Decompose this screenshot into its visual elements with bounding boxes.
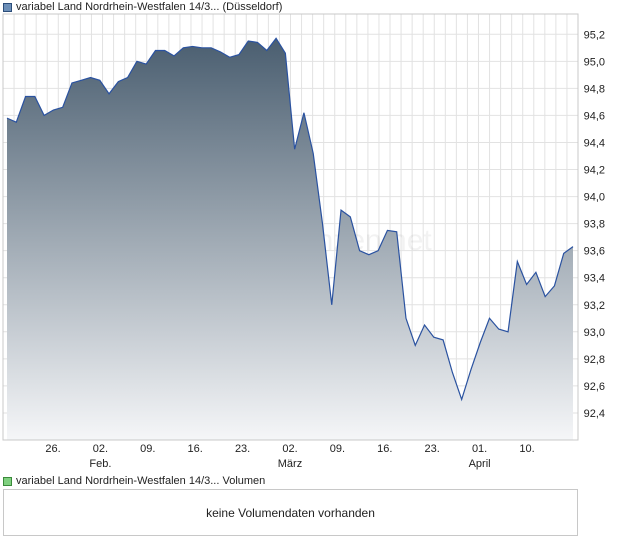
price-legend-swatch	[3, 2, 12, 12]
x-tick-label: 09.	[140, 443, 155, 455]
x-tick-label: 23.	[235, 443, 250, 455]
price-legend-label: variabel Land Nordrhein-Westfalen 14/3..…	[16, 1, 283, 13]
volume-legend: variabel Land Nordrhein-Westfalen 14/3..…	[3, 474, 265, 488]
x-tick-month-label: März	[278, 458, 302, 470]
y-tick-label: 94,8	[584, 83, 605, 95]
x-tick-month-label: April	[469, 458, 491, 470]
price-legend: variabel Land Nordrhein-Westfalen 14/3..…	[3, 0, 282, 14]
x-tick-label: 10.	[519, 443, 534, 455]
x-tick-month-label: Feb.	[89, 458, 111, 470]
x-axis: 26. 02. Feb. 09. 16. 23. 02. März 09. 16. 23. 01. Ap…	[45, 443, 534, 470]
y-tick-label: 93,0	[584, 327, 605, 339]
volume-legend-label: variabel Land Nordrhein-Westfalen 14/3..…	[16, 475, 266, 487]
y-tick-label: 95,0	[584, 56, 605, 68]
volume-panel: keine Volumendaten vorhanden	[3, 489, 578, 536]
x-tick-label: 26.	[45, 443, 60, 455]
y-tick-label: 93,6	[584, 246, 605, 258]
x-tick-label: 16.	[377, 443, 392, 455]
y-tick-label: 92,6	[584, 381, 605, 393]
price-line	[6, 37, 574, 402]
x-tick-label: 23.	[425, 443, 440, 455]
y-tick-label: 94,4	[584, 137, 605, 149]
x-tick-label: 02.	[282, 443, 297, 455]
y-tick-label: 95,2	[584, 29, 605, 41]
x-tick-label: 09.	[330, 443, 345, 455]
price-area	[7, 38, 573, 440]
y-axis: 92,4 92,6 92,8 93,0 93,2 93,4 93,6 93,8 94,0 94,2…	[584, 29, 605, 420]
y-tick-label: 93,4	[584, 273, 605, 285]
y-tick-label: 94,2	[584, 165, 605, 177]
y-tick-label: 94,0	[584, 192, 605, 204]
x-tick-label: 02.	[93, 443, 108, 455]
y-tick-label: 93,8	[584, 219, 605, 231]
plot-border	[2, 13, 579, 441]
y-tick-label: 94,6	[584, 110, 605, 122]
volume-empty-message: keine Volumendaten vorhanden	[206, 505, 375, 520]
y-tick-label: 92,4	[584, 408, 605, 420]
price-chart: finanzen.net 92,492,692,893,093,293,493,…	[2, 13, 605, 470]
x-tick-label: 01.	[472, 443, 487, 455]
y-tick-label: 93,2	[584, 300, 605, 312]
x-tick-label: 16.	[188, 443, 203, 455]
volume-legend-swatch	[3, 476, 12, 486]
y-tick-label: 92,8	[584, 354, 605, 366]
